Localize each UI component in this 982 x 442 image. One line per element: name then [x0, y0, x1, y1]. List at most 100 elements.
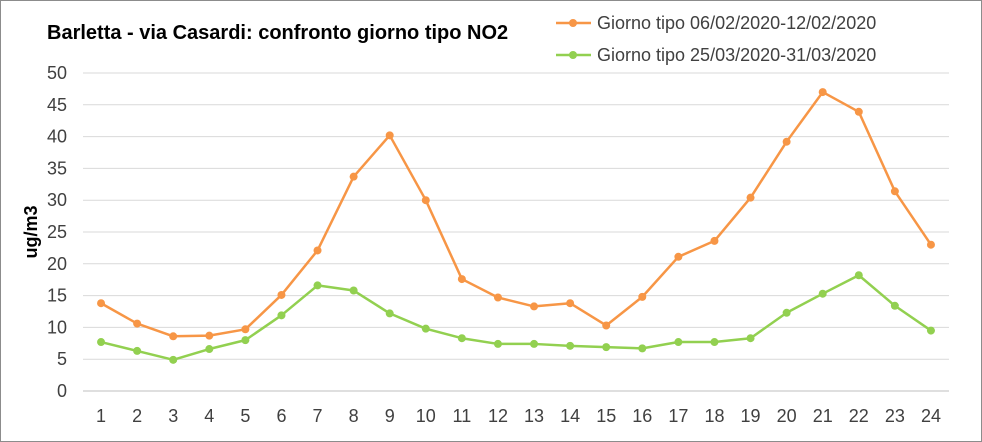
y-tick-label: 35	[47, 158, 67, 178]
y-axis-label: ug/m3	[21, 205, 41, 258]
y-tick-labels: 0 5 10 15 20 25 30 35 40 45 50	[47, 63, 67, 401]
x-tick-labels: 1 2 3 4 5 6 7 8 9 10 11 12 13 14 15 16 17 18 19 20 21 22 23 24	[96, 406, 941, 426]
x-tick-label: 6	[276, 406, 286, 426]
data-point	[97, 299, 106, 308]
data-point	[349, 172, 358, 181]
data-point	[421, 196, 430, 205]
x-tick-label: 18	[704, 406, 724, 426]
gridlines	[83, 72, 949, 392]
data-point	[241, 325, 250, 334]
y-tick-label: 40	[47, 127, 67, 147]
x-tick-label: 21	[813, 406, 833, 426]
data-point	[854, 271, 863, 280]
y-tick-label: 10	[47, 317, 67, 337]
data-point	[674, 338, 683, 347]
legend-item: Giorno tipo 06/02/2020-12/02/2020	[556, 13, 876, 33]
x-tick-label: 20	[777, 406, 797, 426]
data-point	[746, 334, 755, 343]
chart-title: Barletta - via Casardi: confronto giorno…	[47, 22, 508, 44]
x-tick-label: 5	[240, 406, 250, 426]
y-tick-label: 25	[47, 222, 67, 242]
series-line	[100, 273, 932, 362]
x-tick-label: 8	[349, 406, 359, 426]
data-point	[746, 193, 755, 202]
x-tick-label: 24	[921, 406, 941, 426]
x-tick-label: 11	[453, 406, 472, 426]
data-point	[602, 321, 611, 330]
data-point	[818, 289, 827, 298]
data-point	[277, 290, 286, 299]
y-tick-label: 20	[47, 254, 67, 274]
data-point	[205, 331, 214, 340]
legend-swatch-marker	[569, 51, 577, 59]
data-point	[530, 302, 539, 311]
data-point	[782, 137, 791, 146]
data-point	[457, 275, 466, 284]
series-1	[97, 88, 935, 341]
x-tick-label: 17	[668, 406, 688, 426]
legend-label: Giorno tipo 25/03/2020-31/03/2020	[597, 45, 876, 65]
data-point	[638, 292, 647, 301]
y-tick-label: 5	[57, 349, 67, 369]
data-point	[926, 240, 935, 249]
y-tick-label: 0	[57, 381, 67, 401]
data-point	[674, 252, 683, 261]
data-point	[277, 311, 286, 320]
x-tick-label: 19	[741, 406, 761, 426]
data-point	[169, 355, 178, 364]
data-point	[385, 309, 394, 318]
x-tick-label: 13	[524, 406, 544, 426]
data-point	[241, 336, 250, 345]
data-point	[890, 301, 899, 310]
series-line	[100, 90, 932, 338]
y-tick-label: 30	[47, 190, 67, 210]
x-tick-label: 7	[313, 406, 323, 426]
data-point	[926, 326, 935, 335]
data-point	[493, 293, 502, 302]
data-point	[97, 338, 106, 347]
data-point	[313, 246, 322, 255]
data-point	[530, 339, 539, 348]
data-point	[566, 299, 575, 308]
data-point	[385, 131, 394, 140]
data-point	[638, 344, 647, 353]
series-2	[97, 271, 935, 364]
data-point	[133, 346, 142, 355]
data-point	[313, 281, 322, 290]
y-tick-label: 15	[47, 286, 67, 306]
x-tick-label: 12	[488, 406, 508, 426]
data-point	[133, 319, 142, 328]
x-tick-label: 22	[849, 406, 869, 426]
x-tick-label: 9	[385, 406, 395, 426]
data-point	[854, 107, 863, 116]
data-point	[349, 286, 358, 295]
y-tick-label: 50	[47, 63, 67, 83]
x-tick-label: 3	[168, 406, 178, 426]
x-tick-label: 1	[96, 406, 106, 426]
x-tick-label: 10	[416, 406, 436, 426]
x-tick-label: 23	[885, 406, 905, 426]
data-point	[566, 341, 575, 350]
x-tick-label: 14	[560, 406, 580, 426]
data-point	[710, 338, 719, 347]
data-point	[421, 324, 430, 333]
data-point	[493, 339, 502, 348]
data-point	[710, 236, 719, 245]
legend-swatch-marker	[569, 19, 577, 27]
data-point	[818, 88, 827, 97]
data-point	[890, 187, 899, 196]
x-tick-label: 4	[204, 406, 214, 426]
x-tick-label: 2	[132, 406, 142, 426]
data-point	[205, 345, 214, 354]
series-lines	[97, 88, 935, 364]
x-tick-label: 15	[596, 406, 616, 426]
legend: Giorno tipo 06/02/2020-12/02/2020 Giorno …	[556, 13, 876, 65]
data-point	[782, 308, 791, 317]
data-point	[169, 332, 178, 341]
data-point	[457, 334, 466, 343]
y-tick-label: 45	[47, 95, 67, 115]
x-tick-label: 16	[632, 406, 652, 426]
legend-item: Giorno tipo 25/03/2020-31/03/2020	[556, 45, 876, 65]
